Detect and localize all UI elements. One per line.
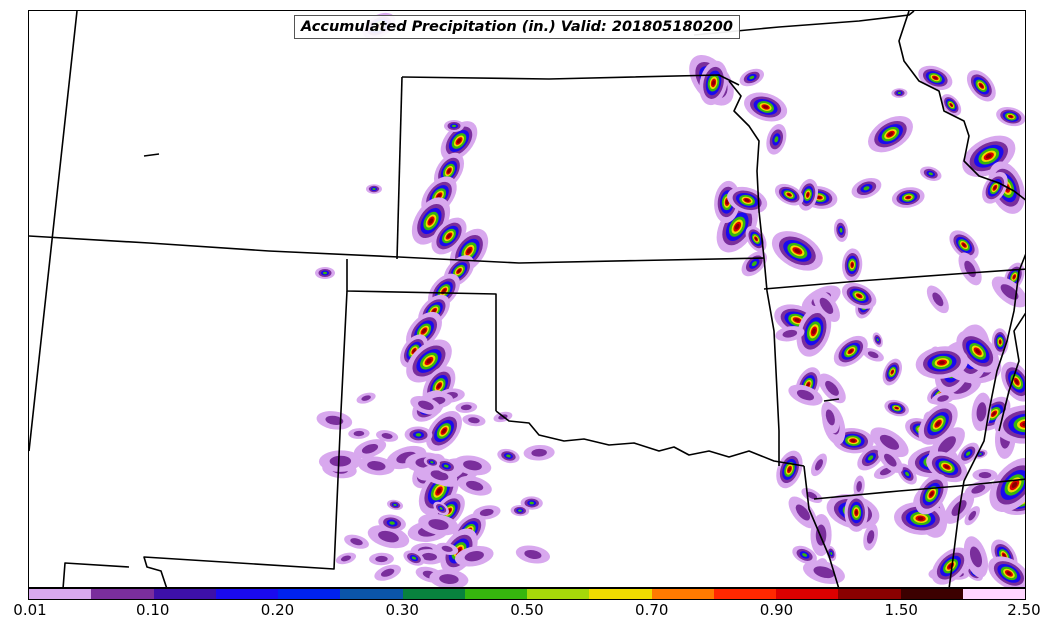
colorbar-segment [589, 589, 652, 599]
map-panel [28, 10, 1026, 588]
colorbar-segment [527, 589, 590, 599]
colorbar-tick-label: 2.50 [1007, 601, 1041, 619]
colorbar-segment [402, 589, 465, 599]
colorbar-segment [215, 589, 278, 599]
colorbar-tick-label: 1.50 [884, 601, 918, 619]
colorbar-segment [153, 589, 216, 599]
colorbar-tick-label: 0.20 [260, 601, 295, 619]
colorbar-segment [278, 589, 341, 599]
state-boundaries [29, 11, 1025, 587]
colorbar-tick-label: 0.30 [385, 601, 419, 619]
colorbar-segment [91, 589, 154, 599]
colorbar-segment [29, 589, 92, 599]
colorbar-tick-label: 0.01 [13, 601, 47, 619]
colorbar-segment [713, 589, 776, 599]
colorbar-segment [838, 589, 901, 599]
colorbar-segment [776, 589, 839, 599]
colorbar-tick-label: 0.70 [635, 601, 669, 619]
colorbar-tick-labels: 0.01 0.10 0.20 0.30 0.50 0.70 0.90 1.50 2.50 [0, 601, 1054, 623]
colorbar-segment [340, 589, 403, 599]
colorbar-segment [900, 589, 963, 599]
map-title: Accumulated Precipitation (in.) Valid: 2… [294, 15, 740, 39]
colorbar-segment [464, 589, 527, 599]
colorbar-segment [651, 589, 714, 599]
colorbar-tick-label: 0.90 [759, 601, 794, 619]
colorbar-tick-label: 0.50 [510, 601, 544, 619]
precipitation-field [315, 11, 1025, 587]
colorbar-tick-label: 0.10 [136, 601, 170, 619]
colorbar [28, 588, 1026, 600]
colorbar-segment [962, 589, 1025, 599]
precipitation-map [29, 11, 1025, 587]
